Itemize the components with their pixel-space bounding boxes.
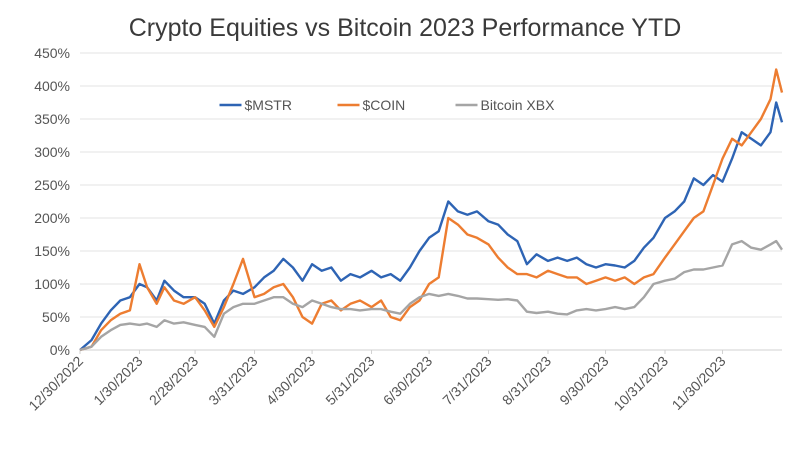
x-tick-label: 3/31/2023 (205, 353, 261, 409)
y-tick-label: 450% (34, 45, 70, 61)
series-line-bitcoin-xbx (79, 239, 783, 352)
series-line-coin (79, 68, 784, 352)
legend-label-coin: $COIN (363, 97, 406, 113)
y-tick-label: 0% (50, 342, 70, 358)
y-tick-label: 250% (34, 177, 70, 193)
x-tick-label: 5/31/2023 (322, 353, 378, 409)
y-tick-label: 50% (42, 309, 70, 325)
x-tick-label: 1/30/2023 (90, 353, 146, 409)
x-tick-label: 9/30/2023 (556, 353, 612, 409)
legend-label-bitcoin-xbx: Bitcoin XBX (481, 97, 556, 113)
x-tick-label: 12/30/2022 (25, 353, 86, 414)
series-lines (79, 68, 784, 352)
x-tick-label: 4/30/2023 (263, 353, 319, 409)
y-tick-label: 100% (34, 276, 70, 292)
gridlines (80, 52, 782, 318)
x-tick-label: 6/30/2023 (380, 353, 436, 409)
legend: $MSTR $COIN Bitcoin XBX (219, 97, 556, 113)
y-tick-label: 400% (34, 78, 70, 94)
series-line-mstr (79, 101, 784, 351)
x-tick-label: 8/31/2023 (499, 353, 555, 409)
y-tick-label: 350% (34, 111, 70, 127)
y-tick-label: 300% (34, 144, 70, 160)
x-tick-label: 11/30/2023 (669, 353, 729, 413)
x-tick-label: 10/31/2023 (610, 353, 671, 414)
x-tick-label: 7/31/2023 (439, 353, 495, 409)
x-tick-label: 2/28/2023 (146, 353, 202, 409)
y-tick-label: 200% (34, 210, 70, 226)
y-tick-label: 150% (34, 243, 70, 259)
legend-label-mstr: $MSTR (245, 97, 292, 113)
chart-title: Crypto Equities vs Bitcoin 2023 Performa… (129, 14, 682, 42)
